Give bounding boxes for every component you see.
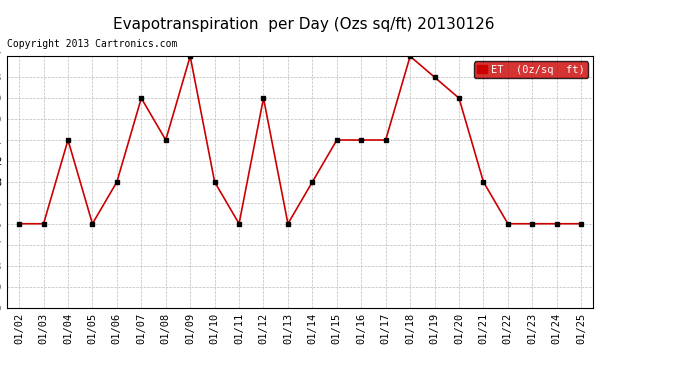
Legend: ET  (0z/sq  ft): ET (0z/sq ft) — [473, 62, 588, 78]
Text: Copyright 2013 Cartronics.com: Copyright 2013 Cartronics.com — [7, 39, 177, 50]
Text: Evapotranspiration  per Day (Ozs sq/ft) 20130126: Evapotranspiration per Day (Ozs sq/ft) 2… — [113, 17, 494, 32]
